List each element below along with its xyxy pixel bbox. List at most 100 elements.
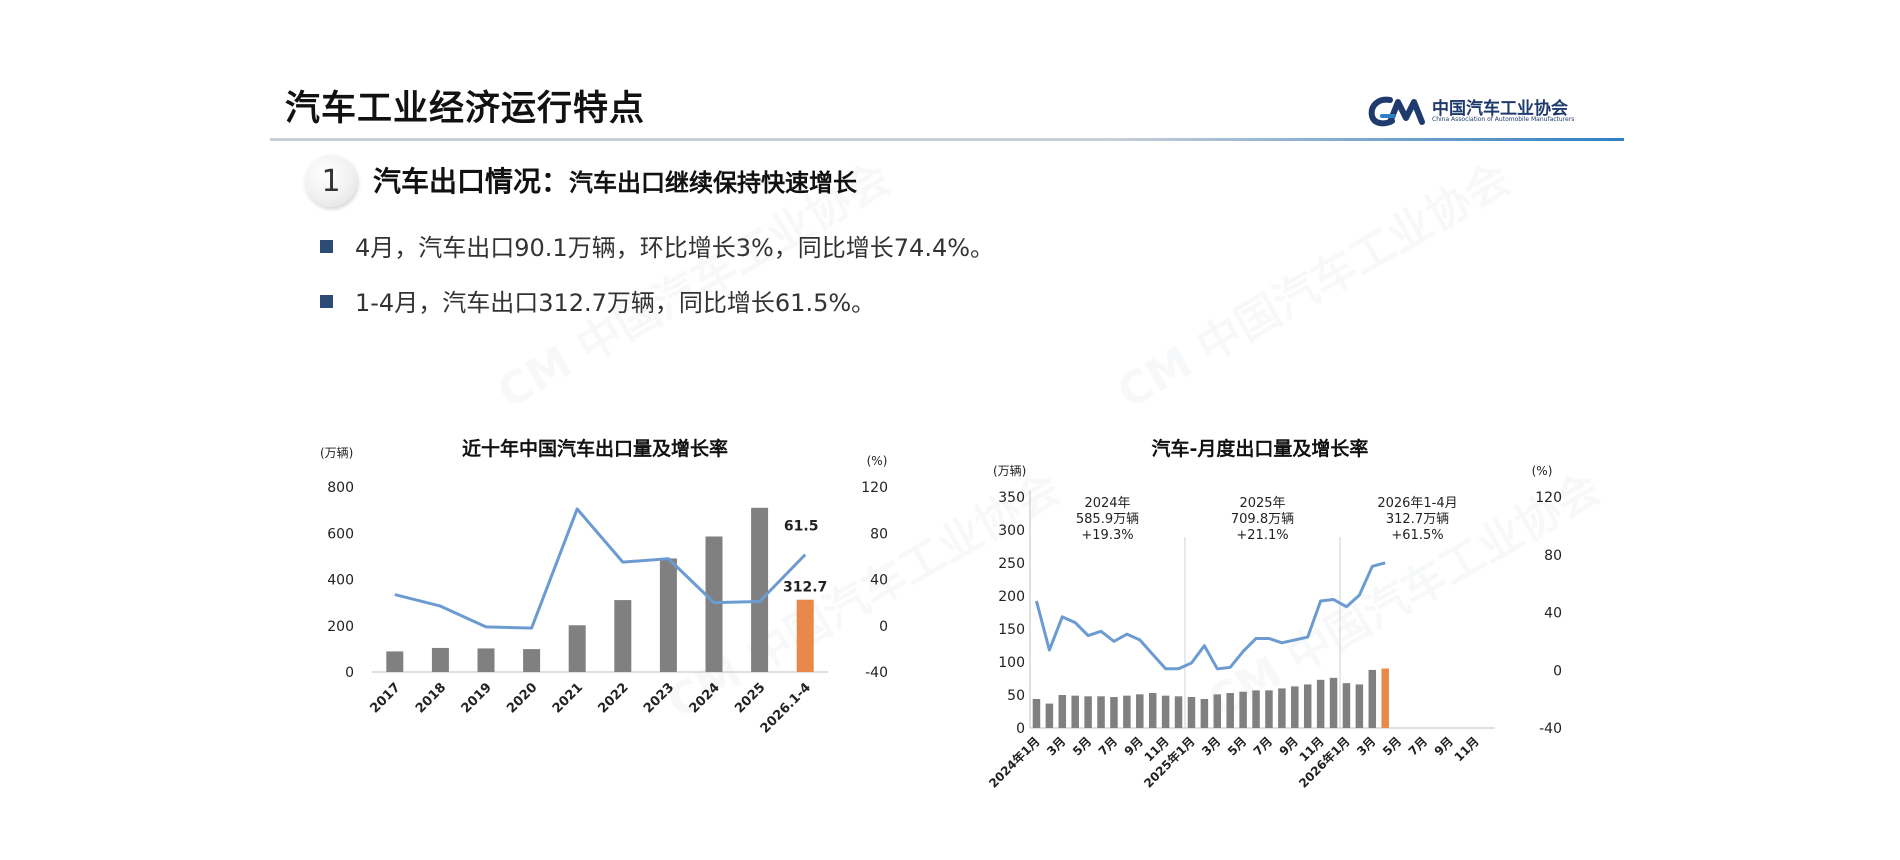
monthly-volume-bar [1368, 669, 1377, 728]
monthly-volume-bar [1148, 693, 1157, 728]
left-y-tick-label: 0 [345, 665, 354, 681]
monthly-volume-bar [1355, 684, 1364, 728]
left-y-tick-label: 350 [998, 490, 1025, 506]
section-heading: 汽车出口情况：汽车出口继续保持快速增长 [373, 160, 857, 200]
annual-export-chart-svg: 近十年中国汽车出口量及增长率 (万辆) (%) 0200400600800-40… [320, 437, 888, 737]
period-annotation: 585.9万辆 [1076, 512, 1139, 527]
left-y-tick-label: 400 [327, 573, 354, 589]
chart-title: 汽车-月度出口量及增长率 [1152, 437, 1369, 460]
export-volume-bar [796, 599, 814, 672]
period-annotation: 2025年 [1239, 496, 1285, 511]
x-tick-label: 5月 [1225, 734, 1249, 758]
monthly-volume-bar [1110, 696, 1118, 728]
export-volume-bar [386, 651, 404, 672]
square-bullet-icon [320, 240, 333, 253]
monthly-volume-bar [1123, 695, 1131, 728]
x-tick-label: 7月 [1406, 734, 1430, 758]
monthly-volume-bar [1187, 696, 1196, 728]
bullet-item: 4月，汽车出口90.1万辆，环比增长3%，同比增长74.4%。 [320, 228, 994, 263]
right-y-tick-label: -40 [1539, 721, 1562, 737]
monthly-volume-bar [1239, 691, 1247, 728]
right-y-tick-label: 80 [1544, 548, 1562, 564]
left-y-tick-label: 50 [1007, 688, 1025, 704]
page-title: 汽车工业经济运行特点 [285, 89, 646, 129]
monthly-growth-line [1035, 561, 1386, 671]
left-y-tick-label: 0 [1016, 721, 1025, 737]
x-tick-label: 2024年1月 [985, 734, 1042, 791]
monthly-volume-bar [1252, 690, 1260, 728]
period-annotation: +21.1% [1236, 528, 1288, 543]
monthly-volume-bar [1291, 686, 1299, 728]
left-axis-unit: (万辆) [320, 446, 353, 460]
section-number-badge: 1 [305, 155, 357, 207]
right-y-tick-label: 40 [870, 573, 888, 589]
left-y-tick-label: 150 [998, 622, 1025, 638]
line-data-label: 61.5 [784, 519, 819, 535]
left-y-tick-label: 200 [998, 589, 1025, 605]
chart-title: 近十年中国汽车出口量及增长率 [462, 437, 728, 460]
period-annotation: 312.7万辆 [1386, 512, 1449, 527]
x-tick-label: 5月 [1070, 734, 1094, 758]
x-tick-label: 2019 [459, 680, 495, 716]
x-tick-label: 2018 [413, 680, 449, 716]
monthly-export-chart: 汽车-月度出口量及增长率 (万辆) (%) 0 50 100 150 200 250 300… [975, 425, 1575, 845]
growth-rate-line [394, 507, 807, 630]
monthly-volume-bar [1097, 696, 1105, 728]
right-y-tick-label: 0 [1553, 663, 1562, 679]
export-volume-bar [659, 558, 677, 672]
export-volume-bar [751, 507, 769, 672]
x-tick-label: 2020 [504, 680, 540, 716]
right-axis-unit: (%) [867, 454, 888, 468]
logo-english-name: China Association of Automobile Manufact… [1432, 116, 1575, 123]
monthly-volume-bar [1381, 668, 1389, 728]
monthly-volume-bar [1161, 695, 1170, 728]
watermark: CM 中国汽车工业协会 [1109, 152, 1519, 419]
monthly-volume-bar [1278, 688, 1286, 728]
export-volume-bar [431, 647, 449, 672]
x-tick-label: 5月 [1380, 734, 1404, 758]
section-number: 1 [321, 163, 341, 199]
export-volume-bar [568, 625, 586, 672]
monthly-volume-bar [1316, 679, 1325, 728]
right-y-tick-label: 80 [870, 526, 888, 542]
annual-export-chart: 近十年中国汽车出口量及增长率 (万辆) (%) 0 200 400 600 800 -40… [310, 425, 900, 845]
monthly-volume-bar [1174, 696, 1183, 728]
left-y-tick-label: 300 [998, 523, 1025, 539]
export-volume-bar [614, 600, 632, 672]
export-volume-bar [705, 536, 723, 672]
header-divider [270, 138, 1624, 141]
period-annotation: 709.8万辆 [1231, 512, 1294, 527]
right-y-tick-label: 40 [1544, 606, 1562, 622]
x-tick-label: 3月 [1044, 734, 1068, 758]
monthly-volume-bar [1032, 698, 1041, 728]
period-annotation: +61.5% [1391, 528, 1443, 543]
monthly-volume-bar [1213, 694, 1222, 728]
logo-chinese-name: 中国汽车工业协会 [1432, 99, 1568, 119]
x-tick-label: 7月 [1251, 734, 1275, 758]
left-axis-unit: (万辆) [993, 464, 1026, 478]
x-tick-label: 2024 [687, 680, 723, 716]
export-volume-bar [477, 648, 495, 672]
left-y-tick-label: 100 [998, 655, 1025, 671]
square-bullet-icon [320, 295, 333, 308]
monthly-volume-bar [1342, 683, 1351, 728]
left-y-tick-label: 800 [327, 480, 354, 496]
monthly-volume-bar [1045, 703, 1054, 728]
monthly-volume-bar [1329, 677, 1338, 728]
bar-data-label: 312.7 [783, 580, 827, 596]
monthly-volume-bar [1136, 694, 1144, 728]
period-annotation: 2024年 [1084, 496, 1130, 511]
left-y-tick-label: 200 [327, 619, 354, 635]
monthly-volume-bar [1303, 684, 1312, 728]
x-tick-label: 2017 [367, 680, 403, 716]
monthly-volume-bar [1265, 690, 1273, 728]
right-y-tick-label: -40 [865, 665, 888, 681]
monthly-volume-bar [1058, 695, 1067, 728]
period-annotation: 2026年1-4月 [1377, 496, 1457, 511]
monthly-volume-bar [1084, 696, 1092, 728]
right-y-tick-label: 120 [1535, 490, 1562, 506]
x-tick-label: 2025 [732, 680, 768, 716]
right-y-tick-label: 0 [879, 619, 888, 635]
monthly-export-chart-svg: 汽车-月度出口量及增长率 (万辆) (%) 0 50 100 150 200 250 300… [985, 437, 1562, 791]
left-y-tick-label: 250 [998, 556, 1025, 572]
